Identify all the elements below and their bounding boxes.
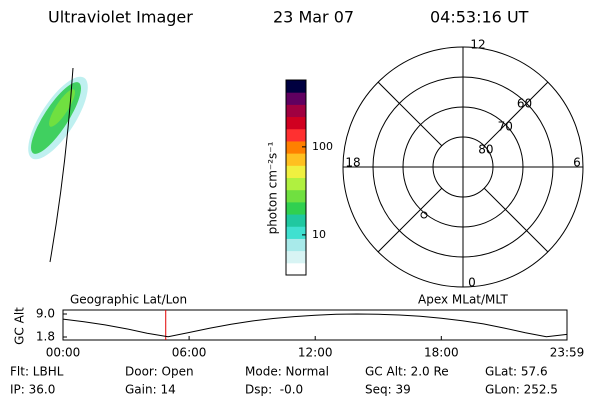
- right-label: Apex MLat/MLT: [418, 293, 508, 307]
- x-tick-label: 23:59: [550, 346, 585, 360]
- polar-diagonal: [377, 187, 443, 253]
- colorbar-frame: [285, 79, 307, 276]
- colorbar-segment: [286, 262, 306, 276]
- status-field: IP: 36.0: [10, 383, 55, 397]
- left-label: Geographic Lat/Lon: [70, 293, 187, 307]
- polar-diagonal: [377, 81, 443, 147]
- altitude-line: [62, 313, 568, 338]
- colorbar-segment: [286, 104, 306, 118]
- status-field: Flt: LBHL: [10, 365, 64, 379]
- mlt-label: 6: [573, 156, 581, 170]
- colorbar-segment: [286, 189, 306, 203]
- time: 04:53:16 UT: [430, 8, 529, 27]
- status-field: Mode: Normal: [245, 365, 329, 379]
- colorbar-segment: [286, 214, 306, 227]
- colorbar-segment: [286, 128, 306, 142]
- colorbar-tick-label: 100: [312, 140, 333, 153]
- lat-ring: [372, 76, 554, 258]
- colorbar-segment: [286, 165, 306, 178]
- colorbar-segment: [286, 226, 306, 239]
- colorbar-tick-label: 10: [312, 228, 326, 241]
- polar-diagonal: [483, 81, 549, 147]
- lat-label: 70: [498, 120, 513, 134]
- y-axis-label: GC Alt: [13, 307, 27, 345]
- lat-label: 60: [517, 97, 532, 111]
- colorbar-segment: [286, 153, 306, 166]
- aurora-core: [49, 89, 75, 127]
- colorbar-segment: [286, 80, 306, 93]
- mlt-label: 0: [468, 276, 476, 290]
- status-field: Door: Open: [125, 365, 194, 379]
- colorbar-segment: [286, 201, 306, 215]
- date: 23 Mar 07: [273, 8, 354, 27]
- colorbar-segment: [286, 238, 306, 252]
- x-tick-label: 18:00: [424, 346, 459, 360]
- x-tick-label: 12:00: [298, 346, 333, 360]
- status-field: Seq: 39: [365, 383, 411, 397]
- mlt-label: 18: [345, 156, 360, 170]
- status-field: GLat: 57.6: [485, 365, 548, 379]
- lat-ring: [432, 136, 494, 198]
- lat-ring: [402, 106, 524, 228]
- status-field: GLon: 252.5: [485, 383, 558, 397]
- polar-diagonal: [483, 187, 549, 253]
- status-field: GC Alt: 2.0 Re: [365, 365, 449, 379]
- x-tick-label: 00:00: [46, 346, 81, 360]
- lat-label: 80: [478, 143, 493, 157]
- status-field: Dsp: -0.0: [245, 383, 303, 397]
- colorbar-segment: [286, 140, 306, 154]
- y-tick-label: 9.0: [36, 307, 55, 321]
- limb: [49, 67, 74, 263]
- y-tick-label: 1.8: [36, 330, 55, 344]
- mlt-label: 12: [470, 38, 485, 52]
- colorbar-label: photon cm⁻²s⁻¹: [266, 141, 280, 234]
- colorbar-segment: [286, 250, 306, 264]
- x-tick-label: 06:00: [172, 346, 207, 360]
- colorbar-segment: [286, 92, 306, 105]
- colorbar-segment: [286, 177, 306, 191]
- earth-image: [28, 67, 88, 263]
- status-field: Gain: 14: [125, 383, 176, 397]
- colorbar-segment: [286, 116, 306, 130]
- title: Ultraviolet Imager: [48, 8, 193, 27]
